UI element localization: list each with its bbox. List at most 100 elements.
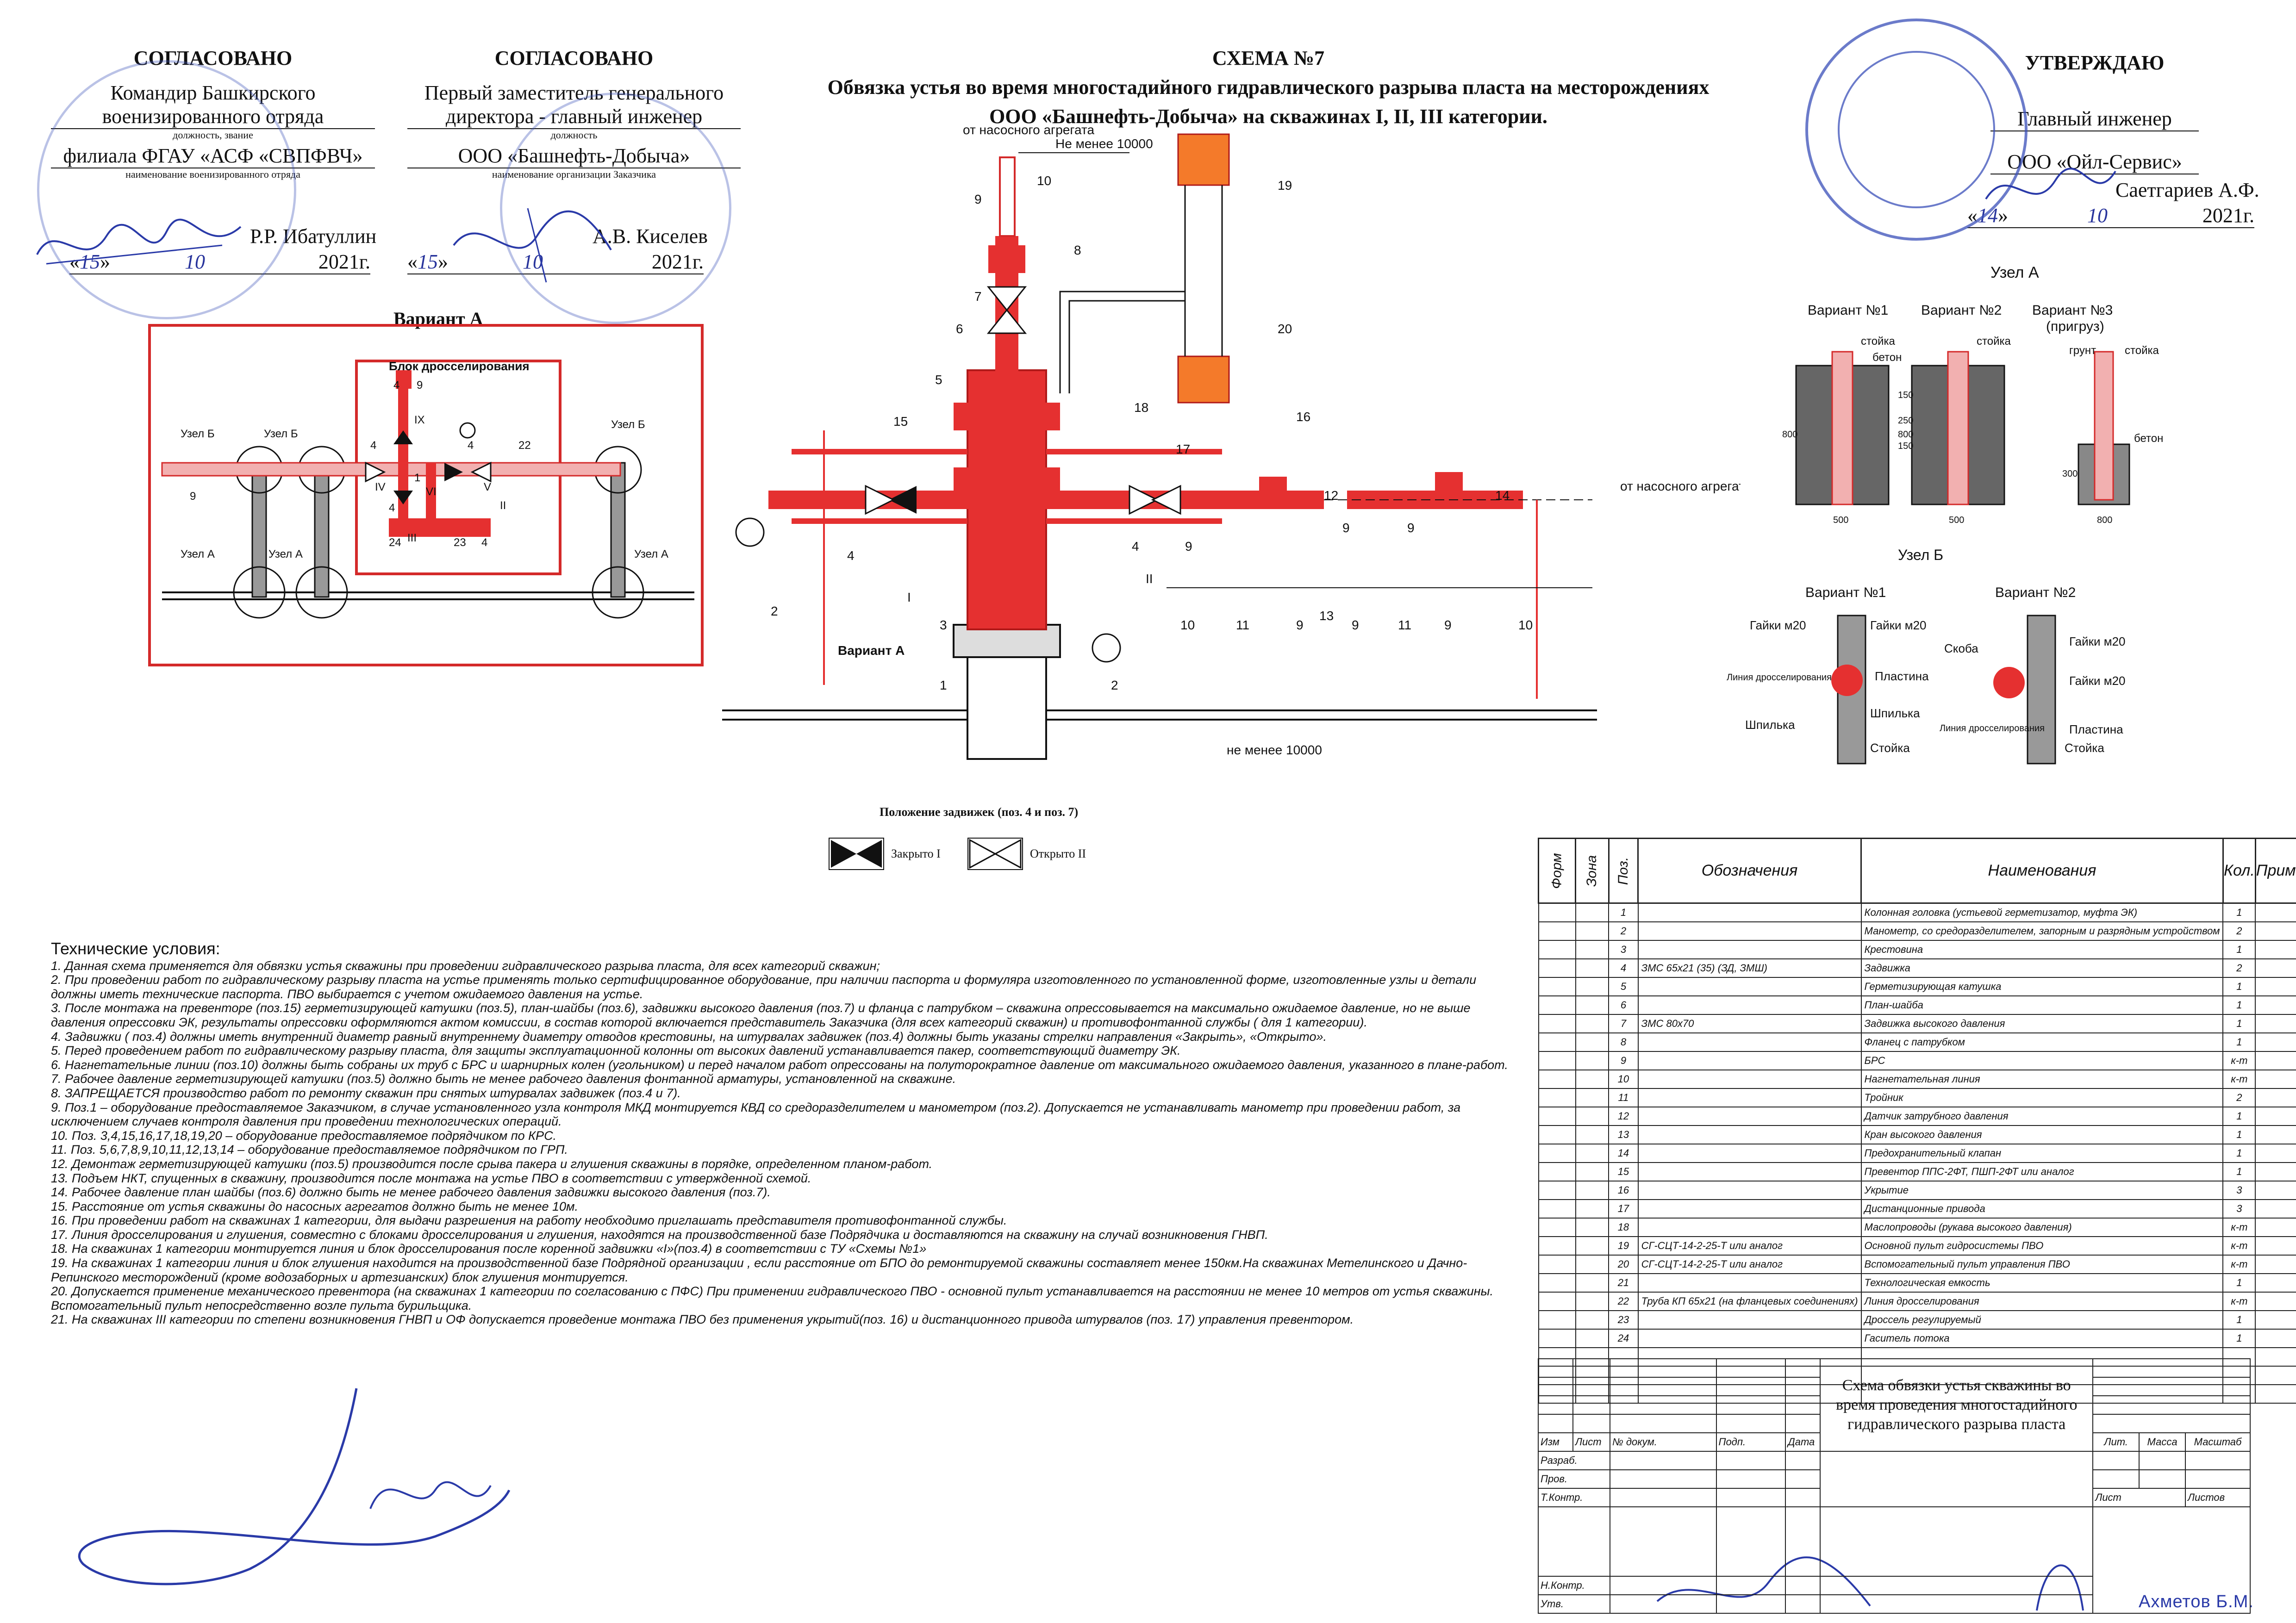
spec-cell: к-т	[2222, 1291, 2256, 1311]
callout: 10	[1518, 618, 1533, 632]
post-label: Стойка	[2065, 741, 2104, 755]
spec-cell: 1	[2222, 1162, 2256, 1181]
callout: 4	[370, 439, 376, 452]
spec-cell	[1637, 1051, 1862, 1070]
condition-item: 1. Данная схема применяется для обвязки …	[51, 958, 880, 973]
approval-title: СОГЛАСОВАНО	[494, 47, 654, 69]
spec-cell	[1575, 1051, 1610, 1070]
spec-cell	[1575, 1217, 1610, 1237]
post-label: Стойка	[1870, 741, 1910, 755]
spec-cell: 1	[2222, 976, 2256, 996]
spec-cell: 2	[2222, 1088, 2256, 1107]
spec-cell	[1538, 921, 1576, 941]
spec-cell	[1575, 1236, 1610, 1256]
spec-cell: к-т	[2222, 1217, 2256, 1237]
condition-item: 9. Поз.1 – оборудование предоставляемое …	[51, 1100, 1461, 1129]
line-label: Линия дросселирования	[1940, 723, 2045, 734]
spec-cell: 1	[2222, 1310, 2256, 1330]
spec-row: 4 ЗМС 65х21 (35) (ЗД, ЗМШ) Задвижка 2	[1538, 958, 2296, 978]
spec-cell	[2255, 1365, 2296, 1385]
node-label: Узел А	[268, 548, 303, 560]
stud-label: Шпилька	[1870, 706, 1920, 720]
spec-cell	[1575, 1310, 1610, 1330]
spec-cell	[1538, 1162, 1576, 1181]
condition-item: 3. После монтажа на превенторе (поз.15) …	[51, 1001, 1471, 1029]
spec-header-row: Форм Зона Поз. Обозначения Наименования …	[1537, 838, 2296, 904]
spec-cell	[2255, 958, 2296, 978]
condition-item: 8. ЗАПРЕЩАЕТСЯ производство работ по рем…	[51, 1086, 681, 1100]
dim-label: 500	[1949, 515, 1964, 525]
spec-cell	[1575, 1199, 1610, 1219]
node-a-diagram: Узел А Вариант №1 Вариант №2 Вариант №3 …	[1782, 264, 2163, 525]
spec-cell	[1575, 1328, 1610, 1348]
spec-row: 12 Датчик затрубного давления 1	[1538, 1106, 2296, 1126]
dim-label: 250	[1898, 416, 1913, 426]
spec-cell: СГ-СЦТ-14-2-25-Т или аналог	[1637, 1254, 1862, 1274]
callout: 13	[1319, 609, 1334, 623]
spec-cell: 21	[1608, 1273, 1639, 1293]
spec-cell	[1637, 939, 1862, 959]
callout: 9	[190, 490, 196, 503]
spec-cell	[1538, 976, 1576, 996]
spec-cell: 12	[1608, 1106, 1639, 1126]
callout: 1	[940, 678, 947, 692]
variant-label: Вариант №2	[1995, 585, 2076, 600]
title-block: Схема обвязки устья скважины во время пр…	[1538, 1358, 2251, 1614]
spec-cell	[1538, 1014, 1576, 1033]
spec-cell	[2255, 1199, 2296, 1219]
spec-cell	[1538, 902, 1576, 922]
spec-cell: 3	[2222, 1199, 2256, 1219]
spec-cell	[1575, 1180, 1610, 1200]
callout: 3	[940, 618, 947, 632]
callout: 2	[1111, 678, 1118, 692]
node-label: Узел Б	[264, 428, 298, 440]
spec-cell	[2255, 1347, 2296, 1367]
spec-cell	[1637, 1199, 1862, 1219]
spec-cell: Кран высокого давления	[1860, 1125, 2224, 1144]
callout: 5	[935, 373, 942, 387]
spec-cell	[2255, 902, 2296, 922]
spec-cell: 22	[1608, 1291, 1639, 1311]
spec-cell: 1	[2222, 1014, 2256, 1033]
spec-cell: Крестовина	[1860, 939, 2224, 959]
condition-item: 7. Рабочее давление герметизирующей кату…	[51, 1072, 956, 1086]
signature-left2	[453, 208, 612, 283]
spec-cell	[1575, 1291, 1610, 1311]
spec-cell: Труба КП 65х21 (на фланцевых соединениях…	[1637, 1291, 1862, 1311]
valve-position-title: Положение задвижек (поз. 4 и поз. 7)	[880, 805, 1079, 819]
round-stamp-center	[500, 93, 731, 324]
callout: 1	[414, 472, 420, 484]
callout: 4	[393, 379, 399, 392]
distance-label: не менее 10000	[1227, 743, 1322, 757]
spec-row: 9 БРС к-т	[1538, 1051, 2296, 1070]
spec-cell	[1575, 1143, 1610, 1163]
variant-label: Вариант №3	[2032, 303, 2113, 318]
spec-header: Наименования	[1860, 838, 2224, 904]
node-a-title: Узел А	[1990, 264, 2039, 281]
callout: 9	[1444, 618, 1452, 632]
date-day: 15	[418, 250, 438, 273]
spec-cell: 1	[2222, 1328, 2256, 1348]
spec-cell	[1538, 1217, 1576, 1237]
spec-cell: ЗМС 80х70	[1637, 1014, 1862, 1033]
spec-cell: 17	[1608, 1199, 1639, 1219]
spec-cell	[1575, 939, 1610, 959]
callout: 4	[468, 439, 474, 452]
spec-cell: Тройник	[1860, 1088, 2224, 1107]
spec-row: 18 Маслопроводы (рукава высокого давления…	[1538, 1217, 2296, 1237]
technical-conditions-title: Технические условия:	[51, 939, 220, 958]
callout: 4	[847, 548, 855, 563]
spec-cell	[1575, 976, 1610, 996]
callout: I	[907, 590, 911, 604]
spec-row: 10 Нагнетательная линия к-т	[1538, 1069, 2296, 1089]
spec-cell	[1538, 1291, 1576, 1311]
callout: 24	[389, 536, 401, 549]
spec-cell	[1538, 1180, 1576, 1200]
spec-row: 6 План-шайба 1	[1538, 995, 2296, 1015]
spec-cell	[1637, 976, 1862, 996]
spec-row: 16 Укрытие 3	[1538, 1180, 2296, 1200]
spec-row: 22 Труба КП 65х21 (на фланцевых соединени…	[1538, 1291, 2296, 1311]
spec-cell	[1538, 1273, 1576, 1293]
spec-header: Форм	[1537, 838, 1577, 904]
spec-row: 19 СГ-СЦТ-14-2-25-Т или аналог Основной пу…	[1538, 1236, 2296, 1256]
